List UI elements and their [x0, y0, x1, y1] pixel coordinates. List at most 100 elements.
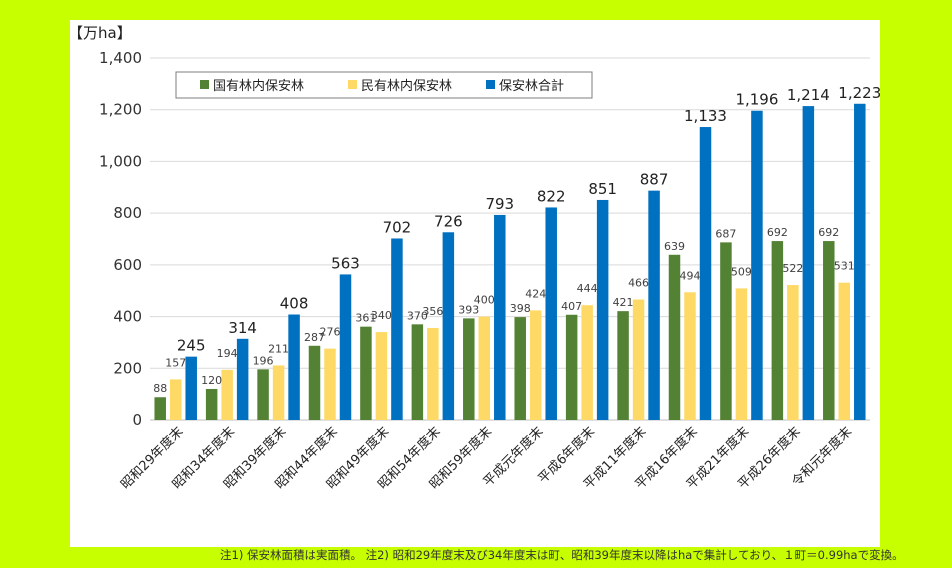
bar-total — [545, 207, 557, 420]
y-tick-label: 1,200 — [99, 101, 142, 119]
data-label: 356 — [422, 305, 443, 318]
y-tick-label: 600 — [113, 256, 142, 274]
bar-private — [581, 305, 593, 420]
bar-private — [324, 348, 336, 420]
y-tick-label: 400 — [113, 308, 142, 326]
data-label: 509 — [731, 265, 752, 278]
bar-total — [751, 110, 763, 421]
data-label: 340 — [371, 309, 392, 322]
legend-box — [175, 71, 593, 99]
data-label: 726 — [434, 212, 463, 230]
bar-national — [257, 369, 269, 420]
data-label: 639 — [664, 240, 685, 253]
x-axis-ticks: 昭和29年度末昭和34年度末昭和39年度末昭和44年度末昭和49年度末昭和54年… — [118, 424, 856, 493]
bar-total — [391, 238, 403, 420]
data-label: 1,196 — [735, 91, 778, 109]
bar-national — [514, 317, 526, 420]
bar-total — [185, 356, 197, 420]
data-label: 702 — [383, 218, 412, 236]
data-label: 466 — [628, 277, 649, 290]
bar-national — [463, 318, 475, 420]
data-label: 408 — [280, 295, 309, 313]
data-label: 531 — [834, 260, 855, 273]
y-axis-unit-label: 【万ha】 — [70, 24, 132, 42]
bar-national — [360, 326, 372, 420]
y-tick-label: 200 — [113, 359, 142, 377]
legend-swatch — [348, 80, 357, 89]
data-label: 1,214 — [787, 86, 830, 104]
bar-private — [838, 282, 851, 420]
chart-panel: 【万ha】 0 200 400 600 800 1,000 1,200 1,400 88 157… — [70, 20, 904, 562]
data-label: 887 — [640, 171, 669, 189]
bar-total — [854, 103, 866, 420]
bar-total — [699, 127, 712, 420]
bar-private — [529, 310, 542, 420]
bar-total — [288, 314, 300, 420]
y-tick-label: 0 — [132, 411, 142, 429]
data-label: 157 — [165, 356, 186, 369]
bar-private — [169, 379, 182, 420]
bar-national — [308, 345, 321, 420]
bar-private — [221, 369, 233, 420]
bar-total — [236, 338, 249, 420]
data-label: 407 — [561, 300, 582, 313]
data-label: 398 — [510, 302, 531, 315]
data-label: 1,133 — [684, 107, 727, 125]
bar-national — [565, 314, 578, 420]
bar-private — [478, 316, 491, 420]
data-label: 361 — [355, 312, 376, 325]
data-label: 793 — [485, 195, 514, 213]
y-tick-label: 800 — [113, 204, 142, 222]
data-label: 400 — [474, 294, 495, 307]
gridlines — [150, 57, 870, 421]
bar-private — [684, 292, 696, 420]
legend-entry: 保安林合計 — [499, 78, 564, 94]
data-label: 276 — [320, 326, 341, 339]
bar-total — [648, 190, 660, 420]
bar-national — [411, 324, 424, 420]
data-label: 194 — [217, 347, 238, 360]
bar-national — [205, 388, 218, 420]
bar-national — [154, 397, 166, 420]
data-label: 424 — [525, 287, 546, 300]
bar-private — [787, 285, 799, 420]
bar-national — [823, 241, 835, 420]
data-label: 196 — [253, 354, 274, 367]
y-tick-label: 1,400 — [99, 49, 142, 67]
bar-total — [596, 199, 609, 420]
bar-total — [339, 274, 352, 420]
bar-national — [771, 241, 784, 420]
data-label: 444 — [577, 282, 598, 295]
y-tick-label: 1,000 — [99, 152, 142, 170]
bars — [154, 103, 866, 421]
data-label: 687 — [715, 227, 736, 240]
bar-total — [442, 232, 455, 420]
data-label: 822 — [537, 187, 566, 205]
bar-chart: 【万ha】 0 200 400 600 800 1,000 1,200 1,400 88 157… — [70, 24, 880, 493]
bar-national — [720, 242, 732, 420]
legend-swatch — [486, 80, 495, 89]
data-label: 211 — [268, 342, 289, 355]
legend-entry: 国有林内保安林 — [213, 78, 304, 94]
data-label: 314 — [228, 319, 257, 337]
bar-private — [375, 332, 388, 420]
data-label: 1,223 — [838, 84, 880, 102]
bar-national — [617, 311, 629, 420]
data-label: 851 — [588, 180, 617, 198]
bar-private — [735, 288, 748, 420]
bar-national — [668, 254, 681, 420]
bar-total — [802, 106, 815, 420]
bar-total — [494, 214, 506, 420]
y-axis-ticks: 0 200 400 600 800 1,000 1,200 1,400 — [99, 49, 142, 429]
footnote: 注1) 保安林面積は実面積。 注2) 昭和29年度末及び34年度末は町、昭和39… — [220, 548, 904, 562]
data-label: 494 — [680, 269, 701, 282]
data-label: 245 — [177, 337, 206, 355]
data-label: 120 — [201, 374, 222, 387]
bar-private — [632, 299, 645, 420]
bar-private — [272, 365, 285, 420]
data-label: 370 — [407, 309, 428, 322]
legend-swatch — [200, 80, 209, 89]
data-label: 692 — [767, 226, 788, 239]
data-label: 522 — [782, 262, 803, 275]
data-label: 692 — [818, 226, 839, 239]
